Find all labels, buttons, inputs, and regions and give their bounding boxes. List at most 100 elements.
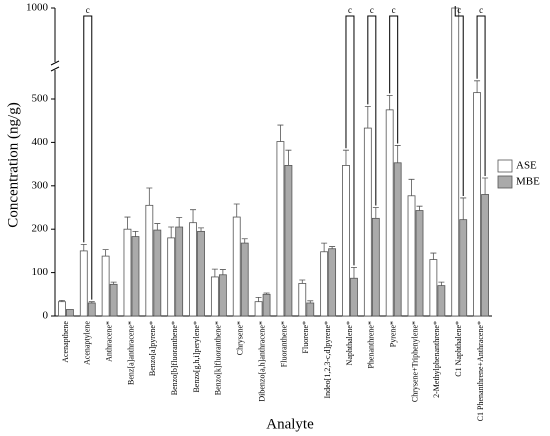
error-bar [233,203,240,218]
y-tick-label: 100 [32,266,49,278]
bar [320,251,329,317]
x-tick-label: Naphthalene* [345,321,354,365]
error-bar [211,268,218,277]
axis-break [50,60,60,66]
y-tick-label: 300 [32,179,49,191]
y-tick-label: 400 [32,136,49,148]
error-bar [132,230,139,237]
x-tick-label: Benzo[k]fluoranthene* [214,321,223,395]
x-tick-label: Fluorene* [301,321,310,353]
error-bar [110,281,117,285]
significance-bracket [454,6,464,196]
error-bar [394,145,401,163]
bar [481,194,489,317]
error-bar [285,149,292,166]
bar [145,204,154,317]
error-bar [474,80,481,93]
x-tick-label: Chrysene* [236,321,245,355]
legend-label: ASE [516,160,537,172]
x-tick-label: Phenanthrene* [367,321,376,369]
bar [87,302,96,317]
bar [58,301,66,317]
error-bar [176,217,183,228]
significance-bracket [389,15,399,144]
bar [437,285,446,317]
error-bar [350,266,357,279]
bar [109,283,118,317]
error-bar [198,227,205,232]
error-bar [329,246,336,249]
y-tick-label: 0 [43,310,49,322]
bar [306,302,315,317]
bar [363,127,372,317]
error-bar [386,94,393,110]
y-tick-label: 200 [32,223,49,235]
bar [393,162,402,317]
bar [328,248,337,317]
significance-bracket [345,15,355,266]
bar [284,165,293,317]
bar [153,229,162,317]
error-bar [372,207,379,219]
x-tick-label: Acenapthene [61,321,70,363]
error-bar [342,149,349,166]
error-bar [124,216,131,230]
x-tick-label: Fluoranthene* [279,321,288,367]
bar [451,7,460,317]
bar [276,141,285,317]
error-bar [482,177,489,195]
y-tick-label: 500 [32,93,49,105]
x-tick-label: C1 Naphthalene* [454,321,463,377]
error-bar [416,205,423,211]
x-tick-label: Benzo[b]fluoranthene* [170,321,179,395]
x-tick-label: Dibenzo[a,h]anthracene* [257,321,266,402]
bar [197,230,205,317]
legend-swatch [497,175,513,189]
x-tick-label: Pyrene* [389,321,398,347]
significance-label: c [457,5,461,15]
bar [385,109,394,317]
bar [350,277,358,317]
error-bar [438,281,445,286]
bar [232,216,241,317]
error-bar [146,187,153,206]
error-bar [364,105,371,129]
significance-bracket [476,15,486,176]
x-tick-label: Acenaptylene [83,321,92,365]
error-bar [299,279,306,284]
bar [459,219,468,317]
bar [189,222,197,317]
error-bar [241,238,248,244]
error-bar [321,242,328,252]
x-tick-label: 2-Methylphenanthrene* [432,321,441,398]
significance-label: c [348,5,352,15]
bar [101,255,110,317]
significance-label: c [86,5,90,15]
error-bar [307,300,314,303]
bar [210,276,219,317]
bar [473,92,481,317]
y-axis-title: Concentration (ng/g) [5,102,21,227]
error-bar [430,252,437,260]
x-tick-label: C1 Phenanthrene+Anthracene* [476,321,485,421]
x-tick-label: Benzo[a]pyrene* [148,321,157,376]
bar [167,237,176,317]
legend-swatch [497,159,513,173]
error-bar [102,249,109,257]
error-bar [460,197,467,220]
x-tick-label: Anthracene* [104,321,113,362]
x-tick-label: Benzo[g,h,i]perylene* [192,321,201,393]
significance-label: c [370,5,374,15]
bar [342,165,350,317]
error-bar [168,226,175,238]
bar [254,301,263,317]
bar [79,250,88,317]
bar [429,259,438,317]
bar [415,210,424,317]
significance-bracket [367,15,377,206]
significance-label: c [392,5,396,15]
legend-label: MBE [516,176,540,188]
bar [218,274,227,317]
bar [131,236,140,317]
